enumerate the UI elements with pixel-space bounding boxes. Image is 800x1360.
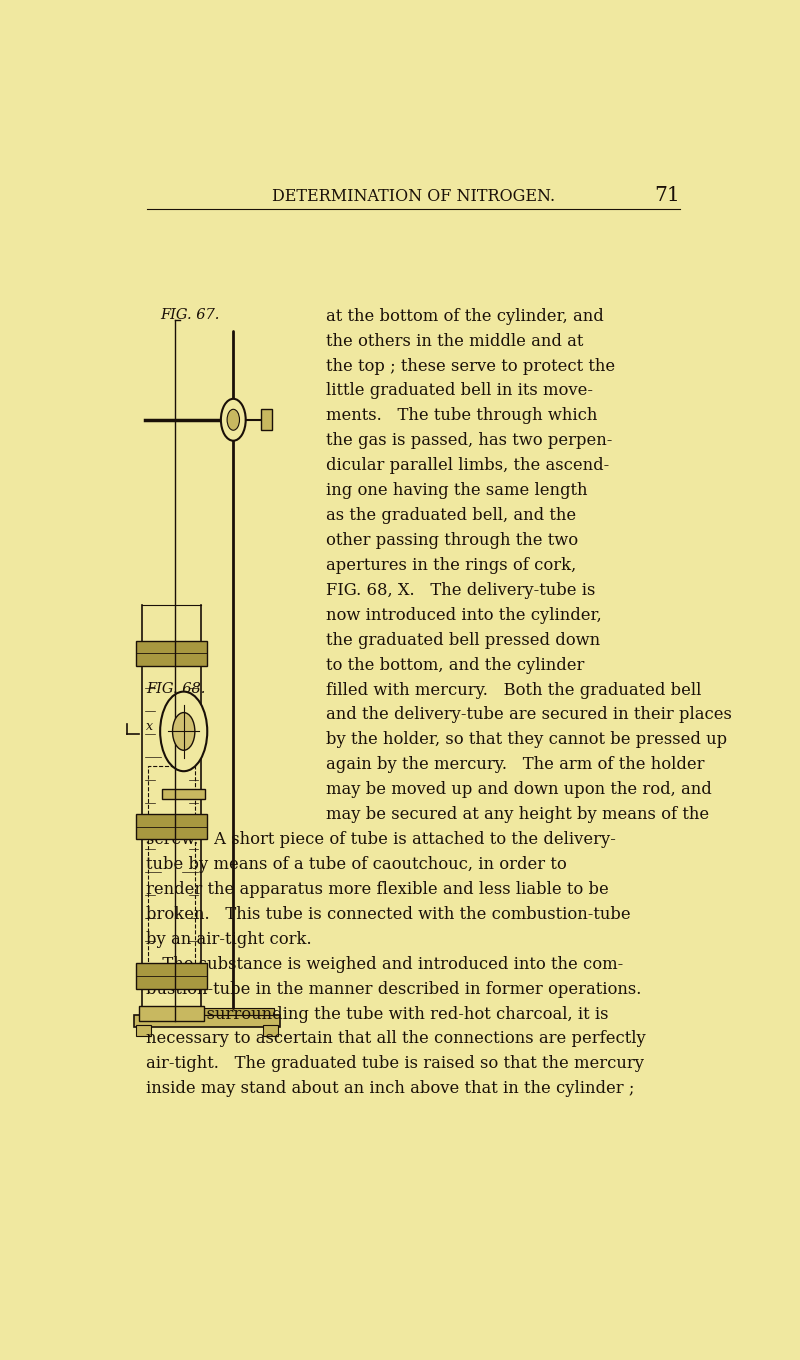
Text: apertures in the rings of cork,: apertures in the rings of cork,	[326, 558, 577, 574]
Bar	[140, 1008, 274, 1015]
Text: tube by means of a tube of caoutchouc, in order to: tube by means of a tube of caoutchouc, i…	[146, 855, 567, 873]
Text: necessary to ascertain that all the connections are perfectly: necessary to ascertain that all the conn…	[146, 1031, 646, 1047]
Text: may be secured at any height by means of the: may be secured at any height by means of…	[326, 806, 710, 823]
Text: FIG. 68, X.   The delivery-tube is: FIG. 68, X. The delivery-tube is	[326, 582, 596, 598]
Bar	[139, 1006, 204, 1021]
Text: at the bottom of the cylinder, and: at the bottom of the cylinder, and	[326, 307, 604, 325]
Text: now introduced into the cylinder,: now introduced into the cylinder,	[326, 607, 602, 624]
Text: inside may stand about an inch above that in the cylinder ;: inside may stand about an inch above tha…	[146, 1080, 635, 1098]
Bar	[263, 1025, 278, 1035]
Text: FIG. 68.: FIG. 68.	[146, 681, 206, 695]
Text: Before surrounding the tube with red-hot charcoal, it is: Before surrounding the tube with red-hot…	[146, 1005, 609, 1023]
Text: ments.   The tube through which: ments. The tube through which	[326, 408, 598, 424]
Text: by the holder, so that they cannot be pressed up: by the holder, so that they cannot be pr…	[326, 732, 727, 748]
Text: little graduated bell in its move-: little graduated bell in its move-	[326, 382, 594, 400]
Text: FIG. 67.: FIG. 67.	[160, 307, 219, 322]
Bar	[136, 1025, 151, 1035]
Bar	[136, 641, 207, 666]
Text: filled with mercury.   Both the graduated bell: filled with mercury. Both the graduated …	[326, 681, 702, 699]
Text: dicular parallel limbs, the ascend-: dicular parallel limbs, the ascend-	[326, 457, 610, 475]
Text: x: x	[146, 719, 153, 733]
Text: 71: 71	[654, 185, 680, 204]
Circle shape	[160, 692, 207, 771]
Text: the others in the middle and at: the others in the middle and at	[326, 333, 584, 350]
Bar	[262, 409, 272, 430]
Text: broken.   This tube is connected with the combustion-tube: broken. This tube is connected with the …	[146, 906, 631, 923]
Bar	[136, 815, 207, 839]
Text: render the apparatus more flexible and less liable to be: render the apparatus more flexible and l…	[146, 881, 610, 898]
Text: and the delivery-tube are secured in their places: and the delivery-tube are secured in the…	[326, 706, 732, 724]
Text: the gas is passed, has two perpen-: the gas is passed, has two perpen-	[326, 432, 613, 449]
Text: air-tight.   The graduated tube is raised so that the mercury: air-tight. The graduated tube is raised …	[146, 1055, 645, 1073]
Text: again by the mercury.   The arm of the holder: again by the mercury. The arm of the hol…	[326, 756, 705, 774]
Text: DETERMINATION OF NITROGEN.: DETERMINATION OF NITROGEN.	[271, 188, 554, 204]
Bar	[148, 766, 195, 987]
Text: screw.   A short piece of tube is attached to the delivery-: screw. A short piece of tube is attached…	[146, 831, 616, 849]
Bar	[134, 1015, 280, 1027]
Text: as the graduated bell, and the: as the graduated bell, and the	[326, 507, 577, 524]
Text: may be moved up and down upon the rod, and: may be moved up and down upon the rod, a…	[326, 781, 712, 798]
Bar	[162, 789, 206, 800]
Text: The substance is weighed and introduced into the com-: The substance is weighed and introduced …	[146, 956, 624, 972]
Text: other passing through the two: other passing through the two	[326, 532, 578, 549]
Text: the graduated bell pressed down: the graduated bell pressed down	[326, 631, 601, 649]
Text: bustion-tube in the manner described in former operations.: bustion-tube in the manner described in …	[146, 981, 642, 998]
Text: to the bottom, and the cylinder: to the bottom, and the cylinder	[326, 657, 585, 673]
Text: the top ; these serve to protect the: the top ; these serve to protect the	[326, 358, 615, 374]
Bar	[136, 963, 207, 989]
Text: by an air-tight cork.: by an air-tight cork.	[146, 930, 312, 948]
Text: ing one having the same length: ing one having the same length	[326, 483, 588, 499]
Circle shape	[221, 398, 246, 441]
Circle shape	[173, 713, 195, 751]
Circle shape	[227, 409, 239, 430]
